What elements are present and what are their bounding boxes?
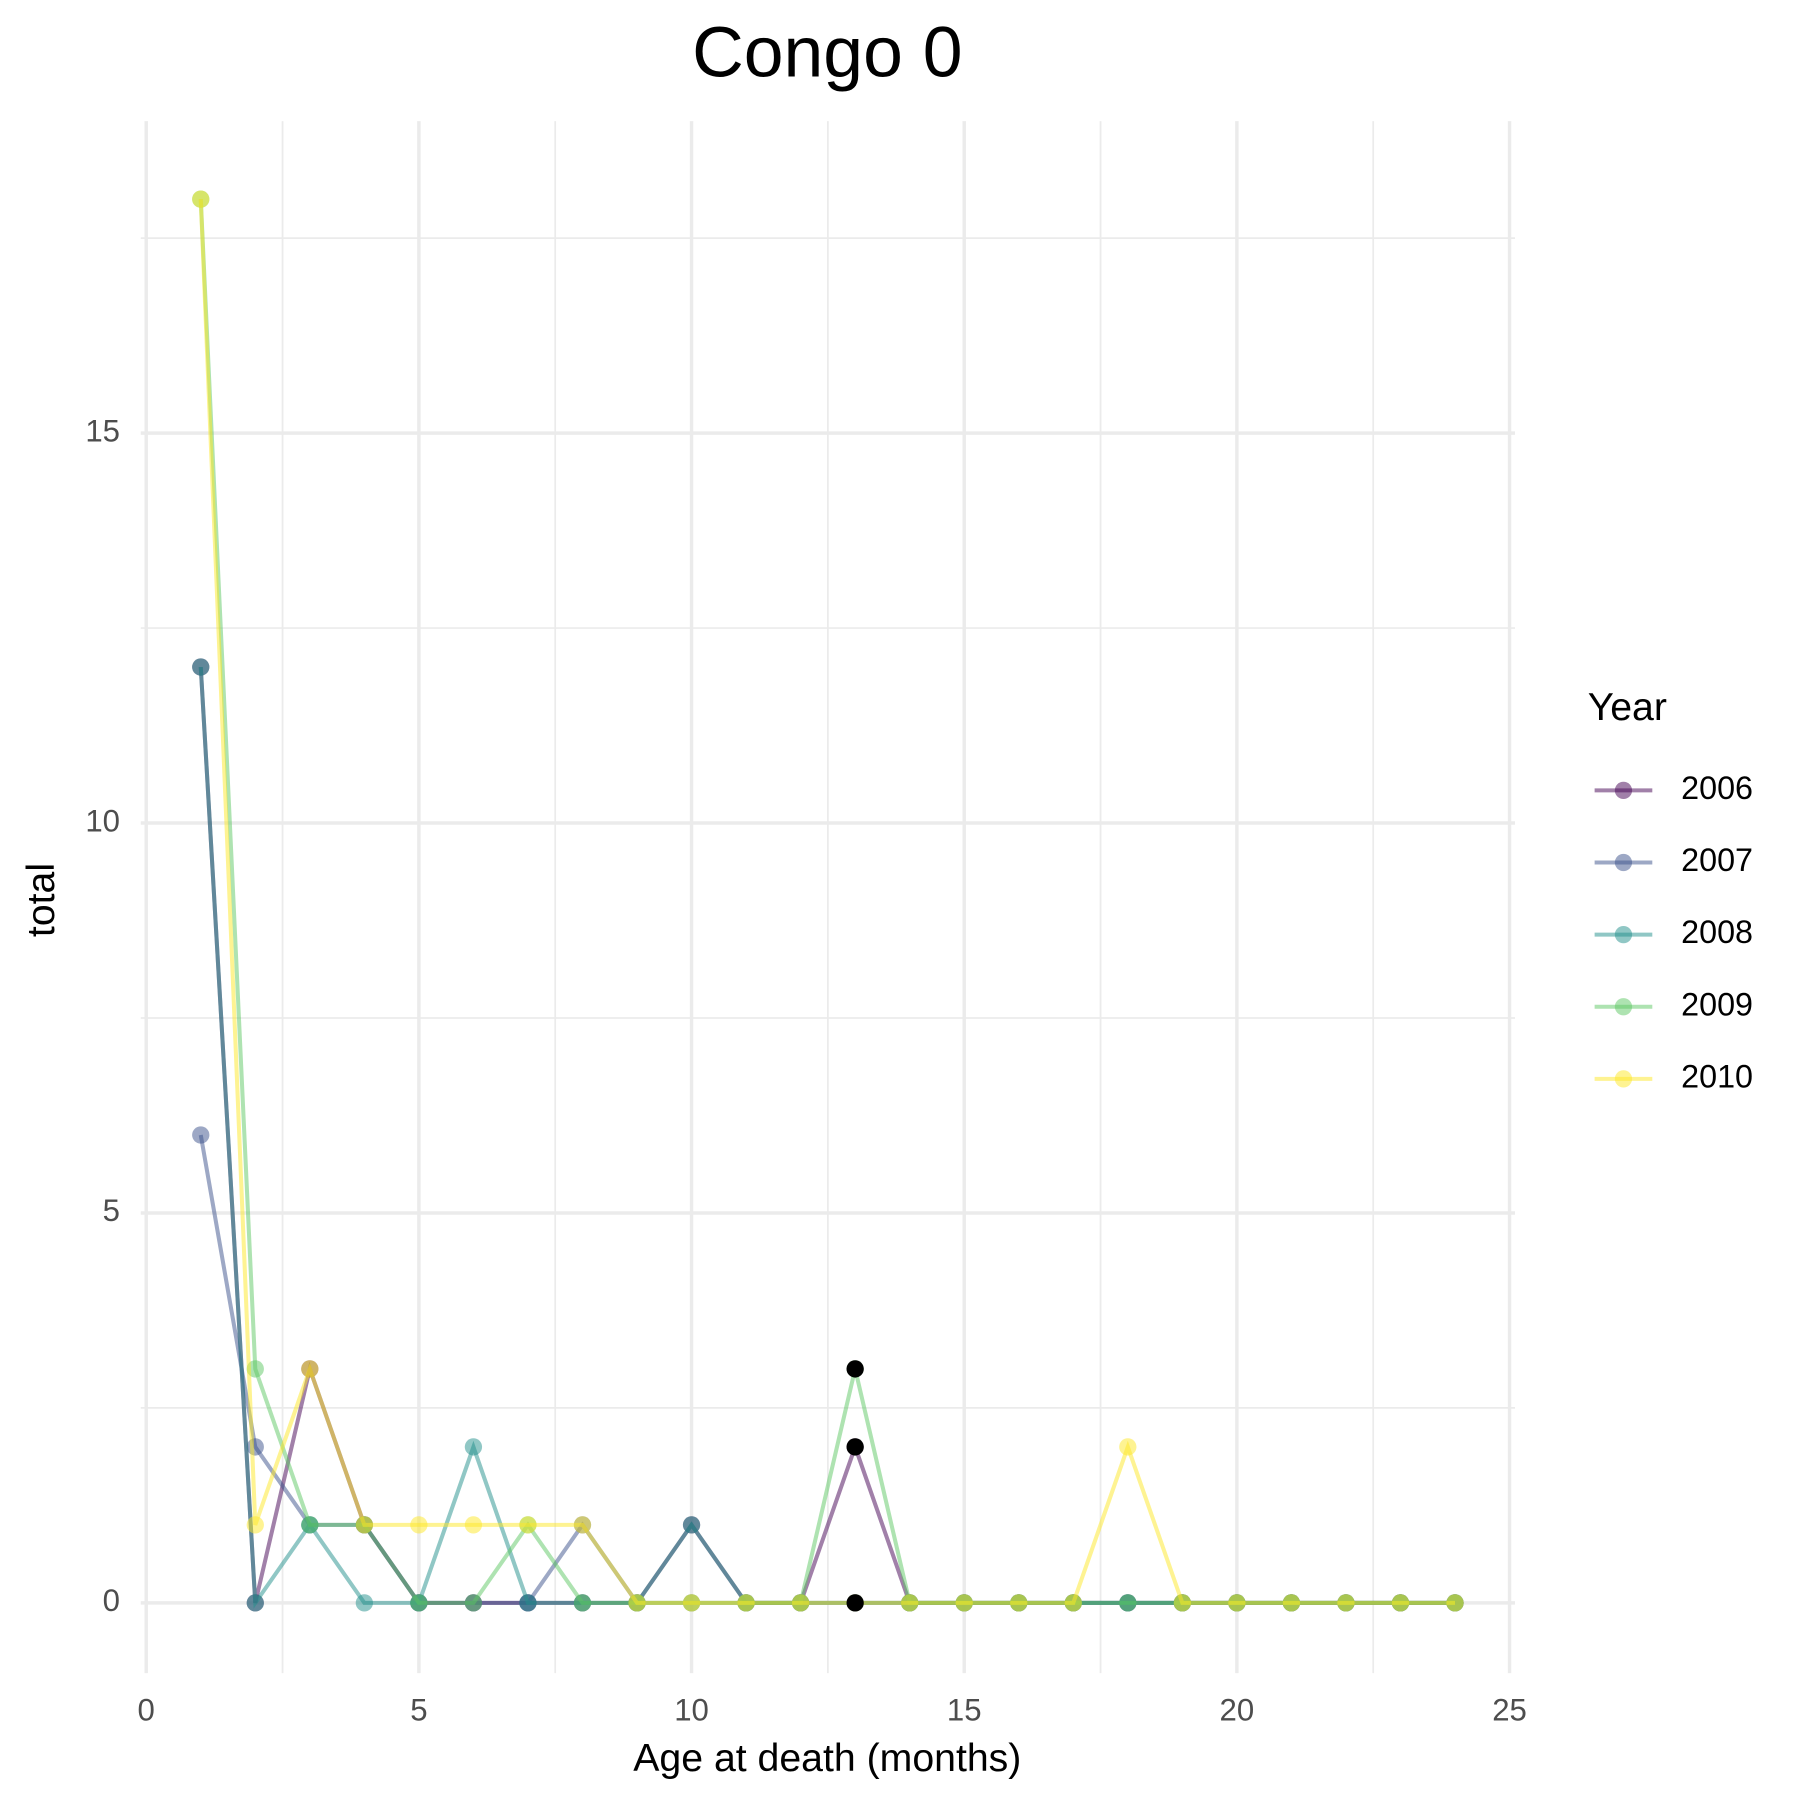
highlight-point [846, 1360, 864, 1378]
chart-title: Congo 0 [692, 13, 962, 93]
data-point [355, 1516, 374, 1534]
data-point [410, 1516, 428, 1534]
highlight-point [846, 1594, 864, 1612]
legend-marker [1614, 998, 1633, 1016]
y-tick-label: 10 [85, 803, 120, 838]
data-point [737, 1594, 755, 1612]
legend-marker [1614, 853, 1633, 872]
data-point [1337, 1594, 1355, 1612]
data-point [1010, 1594, 1028, 1612]
data-point [192, 1126, 210, 1144]
data-point [1228, 1594, 1246, 1612]
data-point [301, 1360, 319, 1378]
data-point [1391, 1594, 1410, 1612]
data-point [791, 1594, 810, 1612]
x-tick-label: 25 [1492, 1693, 1527, 1728]
legend-label: 2006 [1681, 770, 1753, 806]
data-point [682, 1594, 701, 1612]
data-point [246, 1594, 264, 1612]
legend-label: 2009 [1681, 986, 1753, 1022]
data-point [1446, 1594, 1464, 1612]
data-point [1119, 1594, 1137, 1612]
data-point [682, 1516, 701, 1534]
data-point [192, 658, 210, 676]
data-point [1282, 1594, 1301, 1612]
data-point [1064, 1594, 1082, 1612]
data-point [955, 1594, 973, 1612]
legend-marker [1614, 925, 1633, 944]
data-point [246, 1516, 264, 1534]
legend-label: 2008 [1681, 914, 1753, 950]
legend-marker [1614, 781, 1633, 800]
data-point [301, 1516, 319, 1534]
data-point [901, 1594, 919, 1612]
data-point [355, 1594, 374, 1612]
x-tick-label: 15 [947, 1693, 982, 1728]
x-axis-label: Age at death (months) [633, 1736, 1021, 1780]
highlight-point [846, 1438, 864, 1456]
data-point [519, 1516, 537, 1534]
x-tick-label: 5 [410, 1693, 427, 1728]
legend-label: 2010 [1681, 1058, 1753, 1094]
data-point [464, 1438, 483, 1456]
data-point [464, 1594, 483, 1612]
y-tick-label: 0 [103, 1583, 120, 1618]
legend-label: 2007 [1681, 842, 1753, 878]
data-point [519, 1594, 537, 1612]
series-line [198, 199, 1456, 1605]
x-tick-label: 0 [138, 1693, 155, 1728]
data-point [1119, 1438, 1137, 1456]
x-tick-label: 10 [674, 1693, 709, 1728]
data-point [628, 1594, 646, 1612]
y-tick-label: 5 [103, 1193, 120, 1228]
data-point [464, 1516, 483, 1534]
data-point [246, 1438, 264, 1456]
data-point [192, 190, 210, 208]
data-point [410, 1594, 428, 1612]
y-tick-label: 15 [85, 413, 120, 448]
x-tick-label: 20 [1220, 1693, 1255, 1728]
data-point [573, 1594, 592, 1612]
data-point [1173, 1594, 1192, 1612]
y-axis-label: total [19, 863, 63, 937]
data-point [573, 1516, 592, 1534]
legend-marker [1614, 1070, 1633, 1088]
legend-title: Year [1588, 685, 1667, 729]
